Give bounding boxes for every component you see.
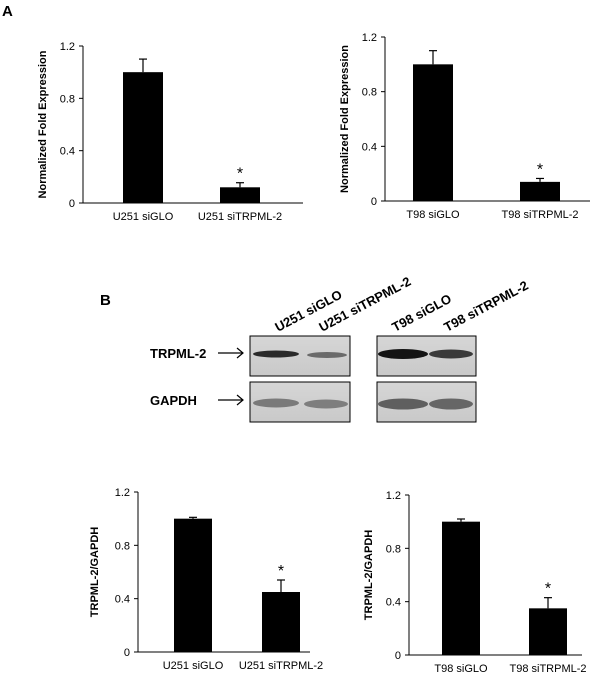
y-axis-title: TRPML-2/GAPDH	[363, 530, 375, 621]
y-tick-label: 0.8	[115, 540, 130, 552]
y-tick-label: 0	[124, 647, 130, 659]
blot-row-label-gapdh: GAPDH	[150, 393, 197, 408]
blot-image-u251	[249, 335, 351, 423]
y-tick-label: 1.2	[386, 490, 401, 502]
y-tick-label: 0	[371, 196, 377, 208]
panel-label-b: B	[100, 292, 111, 309]
significance-marker: *	[237, 166, 243, 183]
y-tick-label: 0.4	[115, 594, 130, 606]
significance-marker: *	[278, 563, 284, 580]
y-tick-label: 0.8	[60, 93, 75, 105]
chart-b-u251: 0 0.4 0.8 1.2 TRPML-2/GAPDH U251 siGLO * U251 s…	[89, 487, 323, 672]
blot-lane-label-4: T98 siTRPML-2	[441, 278, 530, 335]
chart-a-t98: 0 0.4 0.8 1.2 Normalized Fold Expression T98 …	[339, 32, 590, 221]
x-category-label: U251 siGLO	[113, 211, 174, 223]
y-tick-label: 0.4	[362, 141, 377, 153]
y-tick-label: 0	[395, 650, 401, 662]
y-tick-label: 1.2	[60, 41, 75, 53]
x-category-label: T98 siGLO	[406, 209, 460, 221]
blot-image-t98	[376, 335, 477, 423]
blot-row-label-trpml2: TRPML-2	[150, 346, 206, 361]
significance-marker: *	[545, 581, 551, 598]
y-axis-title: Normalized Fold Expression	[339, 45, 351, 193]
arrow-icon	[218, 347, 244, 359]
y-tick-label: 0	[69, 198, 75, 210]
western-blot: U251 siGLO U251 siTRPML-2 T98 siGLO T98 …	[150, 274, 531, 423]
y-tick-label: 0.8	[386, 543, 401, 555]
chart-a-u251: 0 0.4 0.8 1.2 Normalized Fold Expression U251…	[37, 41, 303, 223]
bar	[413, 64, 453, 201]
x-category-label: T98 siTRPML-2	[501, 209, 578, 221]
bar	[220, 187, 260, 203]
y-tick-label: 1.2	[115, 487, 130, 499]
bar	[123, 72, 163, 204]
y-tick-label: 0.4	[386, 597, 401, 609]
bar	[262, 592, 300, 652]
bar	[174, 518, 212, 652]
x-category-label: T98 siGLO	[434, 663, 488, 675]
x-category-label: U251 siTRPML-2	[239, 660, 323, 672]
panel-label-a: A	[2, 3, 13, 20]
bar	[520, 181, 560, 201]
y-tick-label: 0.8	[362, 87, 377, 99]
significance-marker: *	[537, 161, 543, 178]
bar	[442, 521, 480, 655]
y-tick-label: 1.2	[362, 32, 377, 44]
bar	[529, 608, 567, 655]
x-category-label: T98 siTRPML-2	[509, 663, 586, 675]
chart-b-t98: 0 0.4 0.8 1.2 TRPML-2/GAPDH T98 siGLO * T98 siT…	[363, 490, 587, 675]
x-category-label: U251 siGLO	[163, 660, 224, 672]
y-axis-title: Normalized Fold Expression	[37, 50, 49, 198]
x-category-label: U251 siTRPML-2	[198, 211, 282, 223]
arrow-icon	[218, 394, 244, 406]
y-axis-title: TRPML-2/GAPDH	[89, 527, 101, 618]
y-tick-label: 0.4	[60, 146, 75, 158]
